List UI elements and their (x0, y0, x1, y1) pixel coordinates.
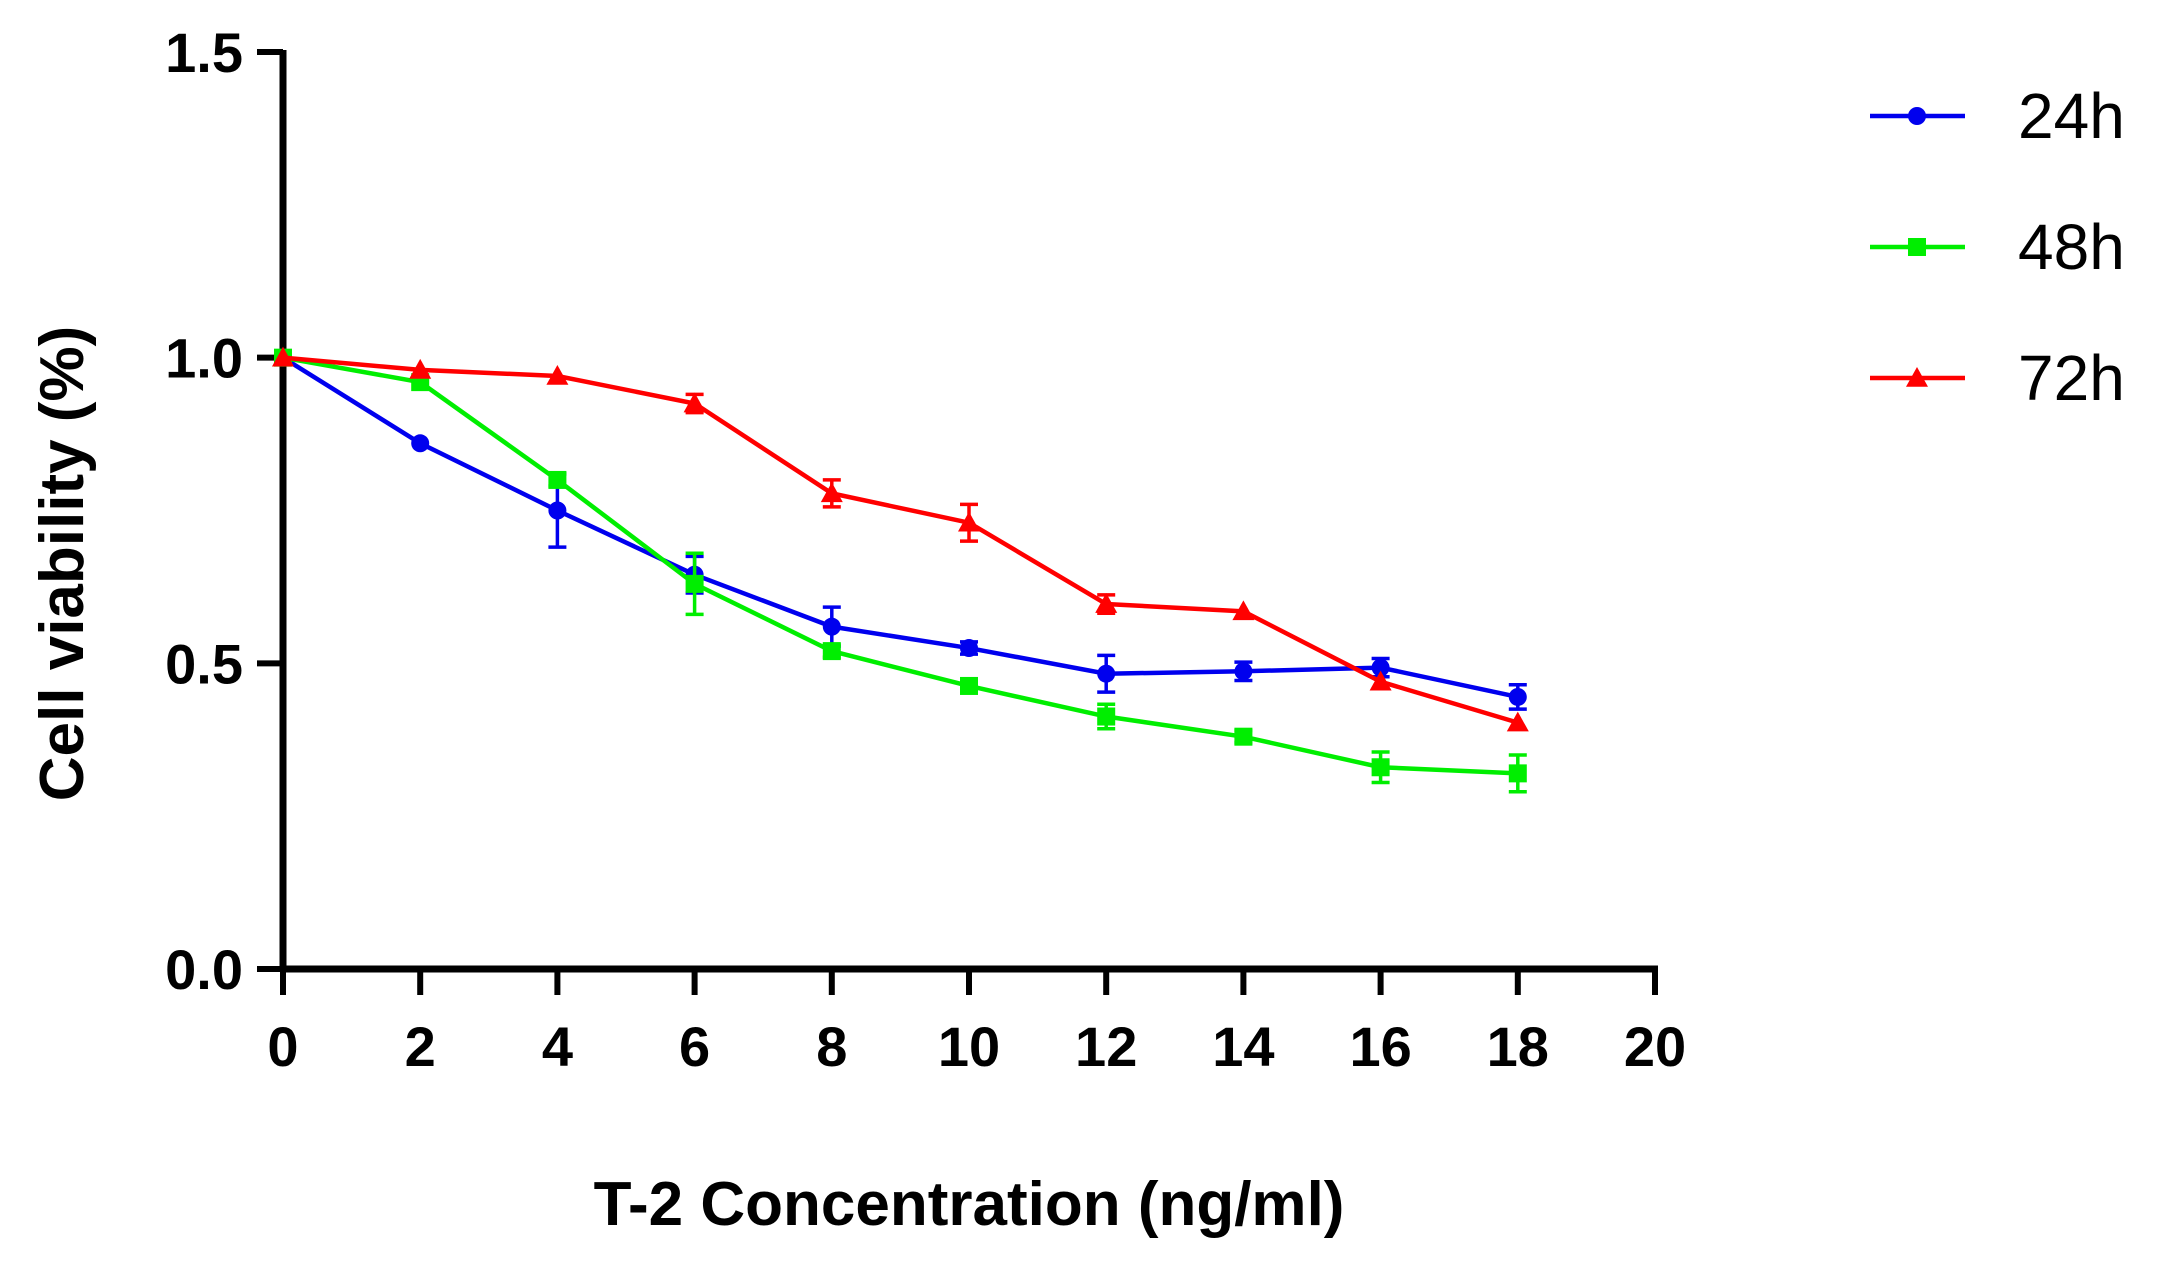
legend-item-24h: 24h (1870, 80, 2125, 152)
point-marker (1908, 107, 1926, 125)
legend: 24h 48h 72h (1870, 80, 2125, 414)
legend-label: 72h (2018, 342, 2125, 414)
point-marker (1232, 600, 1255, 621)
point-marker (960, 676, 978, 695)
point-marker (822, 617, 841, 636)
y-ticks: 0.0 0.5 1.0 1.5 (165, 21, 283, 1001)
point-marker (272, 346, 294, 367)
x-tick-label: 6 (679, 1015, 710, 1078)
point-marker (409, 358, 432, 379)
x-ticks: 0 2 4 6 8 10 12 14 16 18 20 (267, 969, 1686, 1078)
x-tick-label: 20 (1624, 1015, 1686, 1078)
x-tick-label: 2 (405, 1015, 436, 1078)
point-marker (548, 501, 567, 520)
series-24h (274, 348, 1527, 711)
series-layer (272, 346, 1529, 794)
point-marker (546, 365, 569, 385)
series-48h (274, 348, 1527, 794)
x-tick-label: 14 (1212, 1015, 1274, 1078)
point-marker (1095, 593, 1118, 613)
legend-label: 48h (2018, 211, 2125, 283)
series-72h (272, 346, 1529, 732)
x-tick-label: 0 (267, 1015, 298, 1078)
point-marker (1508, 764, 1527, 783)
x-tick-label: 16 (1349, 1015, 1411, 1078)
x-axis-title: T-2 Concentration (ng/ml) (594, 1170, 1345, 1239)
point-marker (1097, 707, 1116, 726)
point-marker (960, 639, 978, 658)
point-marker (685, 574, 704, 593)
point-marker (411, 434, 430, 453)
x-tick-label: 10 (938, 1015, 1000, 1078)
point-marker (1369, 670, 1392, 691)
series-line-24h (281, 355, 1519, 700)
point-marker (1234, 662, 1253, 681)
x-tick-label: 4 (542, 1015, 573, 1078)
point-marker (1508, 687, 1527, 706)
x-tick-label: 8 (816, 1015, 847, 1078)
point-marker (1908, 238, 1926, 256)
point-marker (1906, 367, 1928, 387)
x-tick-label: 18 (1487, 1015, 1549, 1078)
legend-item-72h: 72h (1870, 342, 2125, 414)
point-marker (1371, 758, 1390, 777)
y-tick-label: 1.5 (165, 21, 243, 84)
y-tick-label: 0.5 (165, 632, 243, 695)
point-marker (958, 511, 980, 532)
point-marker (822, 642, 841, 661)
series-line-48h (282, 355, 1518, 776)
point-marker (1097, 664, 1116, 683)
y-tick-label: 0.0 (165, 938, 243, 1001)
legend-item-48h: 48h (1870, 211, 2125, 283)
y-axis-title: Cell viability (%) (28, 326, 97, 801)
point-marker (1371, 658, 1390, 677)
point-marker (1234, 727, 1253, 746)
legend-label: 24h (2018, 80, 2125, 152)
point-marker (683, 392, 706, 413)
y-tick-label: 1.0 (165, 327, 243, 390)
point-marker (548, 470, 567, 489)
x-tick-label: 12 (1075, 1015, 1137, 1078)
series-line-72h (282, 355, 1519, 725)
point-marker (820, 482, 843, 503)
point-marker (1506, 711, 1529, 732)
